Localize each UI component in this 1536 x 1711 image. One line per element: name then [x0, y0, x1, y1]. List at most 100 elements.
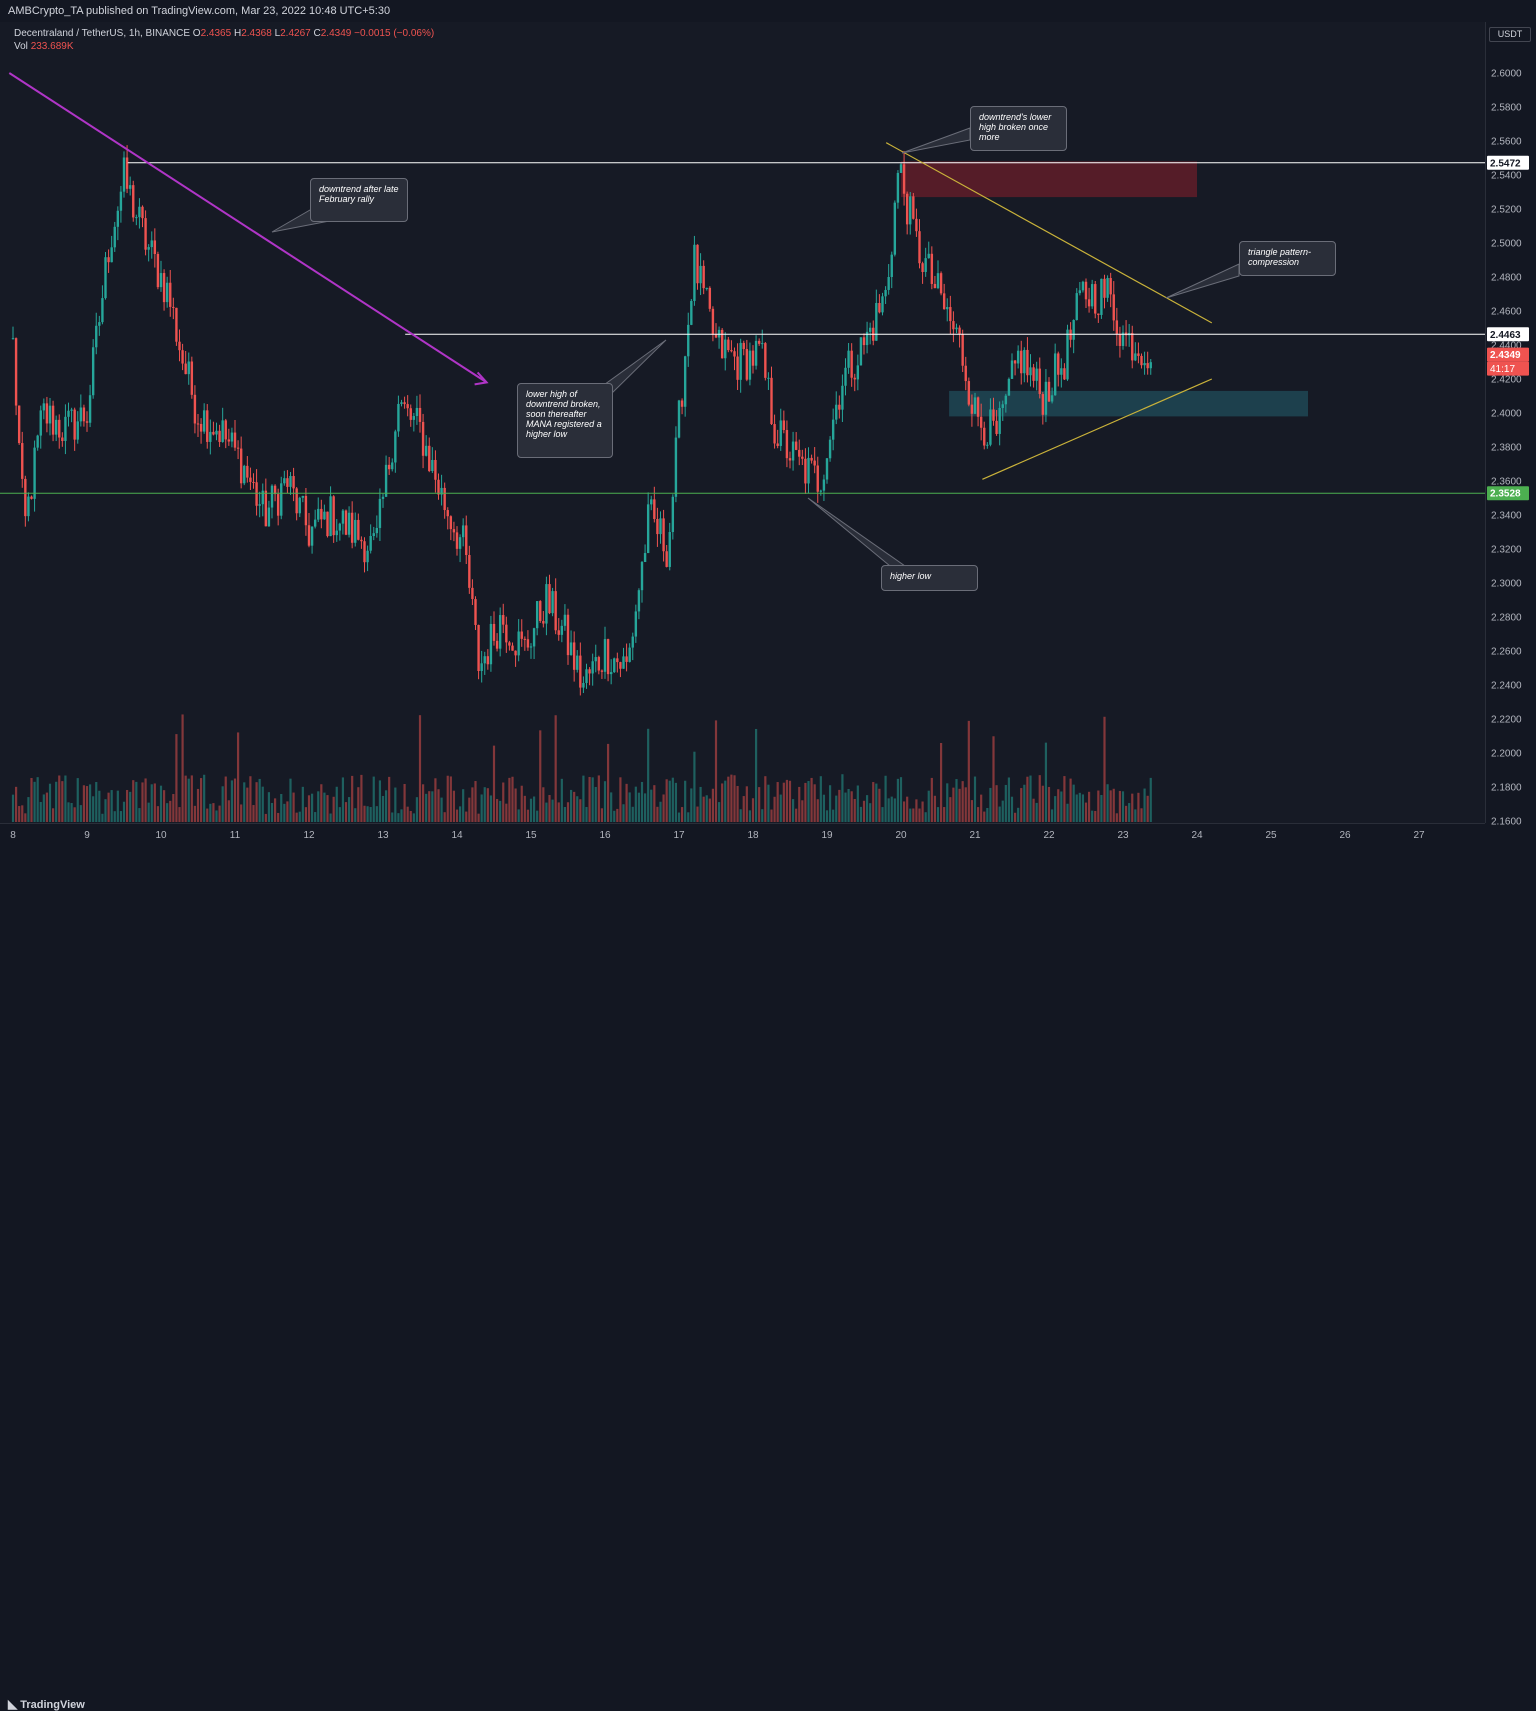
candle-body: [1044, 381, 1048, 415]
candle-body: [202, 410, 206, 432]
candle-body: [449, 516, 453, 530]
candle-body: [831, 419, 835, 440]
volume-bar: [804, 782, 807, 822]
candle-body: [989, 409, 992, 445]
candle-body: [936, 273, 940, 289]
volume-bar: [520, 785, 523, 822]
candle-body: [532, 628, 536, 647]
candle-body: [757, 340, 761, 344]
candle-body: [1032, 367, 1035, 381]
volume-legend[interactable]: Vol 233.689K: [14, 41, 74, 52]
candle-body: [973, 397, 977, 414]
candle-body: [437, 479, 440, 495]
volume-bar: [912, 808, 915, 822]
volume-bar: [184, 775, 187, 822]
price-label-mid: 2.4463: [1490, 330, 1521, 341]
open-label: O: [192, 28, 201, 39]
candle-body: [523, 638, 527, 640]
volume-bar: [764, 776, 767, 822]
price-tick-label: 2.4800: [1491, 273, 1522, 284]
volume-bar: [1050, 809, 1054, 822]
candle-body: [656, 518, 659, 535]
candle-body: [415, 407, 419, 417]
candle-body: [304, 495, 308, 526]
candle-body: [113, 226, 116, 248]
price-chart[interactable]: 2.6000 2.5800 2.5600 2.5400 2.5200 2.5000 2.48…: [0, 0, 1536, 873]
time-tick-label: 27: [1413, 830, 1425, 841]
volume-bar: [973, 776, 977, 822]
candle-body: [905, 193, 909, 225]
candle-body: [1100, 278, 1103, 315]
volume-bar: [289, 778, 292, 822]
price-label-support-bg: [1487, 486, 1529, 501]
candle-body: [468, 555, 471, 588]
volume-bar: [819, 776, 822, 822]
candle-body: [505, 624, 508, 643]
volume-bar: [55, 781, 58, 822]
candle-body: [125, 157, 129, 189]
volume-bar: [388, 776, 391, 822]
candle-body: [958, 327, 961, 334]
volume-bar: [1124, 805, 1128, 822]
candle-body: [616, 658, 619, 663]
currency-button[interactable]: USDT: [1489, 27, 1531, 42]
candle-body: [585, 669, 588, 683]
volume-bar: [363, 805, 366, 822]
volume-bar: [36, 777, 39, 822]
candle-body: [708, 287, 712, 309]
price-tick-label: 2.2400: [1491, 681, 1522, 692]
volume-bar: [1149, 777, 1152, 822]
callout-layer: [271, 127, 1240, 567]
candle-body: [412, 416, 416, 420]
candle-body: [862, 337, 866, 346]
candle-body: [711, 308, 715, 335]
volume-bar: [147, 802, 150, 822]
price-tick-label: 2.5800: [1491, 103, 1522, 114]
brand[interactable]: ◣ TradingView: [8, 1697, 85, 1711]
candle-body: [576, 655, 579, 670]
candle-body: [357, 519, 360, 540]
price-tick-label: 2.5400: [1491, 171, 1522, 182]
candle-body: [298, 497, 301, 514]
candle-body: [816, 465, 819, 492]
candle-body: [995, 420, 998, 434]
volume-bar: [486, 788, 489, 822]
candle-body: [557, 630, 560, 635]
volume-bar: [801, 800, 804, 822]
volume-bar: [579, 799, 582, 822]
symbol-legend[interactable]: Decentraland / TetherUS, 1h, BINANCE O2.…: [14, 28, 434, 39]
chart-area[interactable]: [0, 22, 1485, 823]
candle-body: [909, 196, 912, 225]
price-label-resistance-bg: [1487, 155, 1529, 170]
time-axis[interactable]: [0, 823, 1485, 846]
candle-body: [1131, 332, 1134, 361]
candle-body: [1013, 360, 1017, 364]
volume-bar: [687, 812, 690, 822]
candle-body: [150, 240, 153, 248]
volume-bar: [650, 789, 653, 822]
volume-bar: [865, 795, 869, 822]
candle-body: [98, 322, 101, 326]
volume-bar: [585, 806, 588, 822]
volume-bar: [409, 810, 412, 822]
candle-body: [465, 525, 468, 556]
candle-body: [1081, 281, 1085, 291]
candle-body: [794, 441, 798, 450]
volume-bar: [162, 790, 166, 822]
candle-body: [736, 356, 739, 380]
volume-bar: [107, 792, 110, 822]
candle-body: [184, 363, 187, 375]
candle-body: [45, 403, 49, 424]
volume-bar: [458, 806, 462, 822]
candle-body: [622, 656, 625, 669]
candle-body: [798, 449, 801, 457]
candle-body: [699, 265, 702, 284]
volume-bar: [511, 776, 514, 822]
low-label: L: [274, 28, 281, 39]
candle-body: [1103, 278, 1106, 298]
candle-body: [418, 407, 422, 422]
candle-body: [434, 459, 437, 480]
volume-bar: [613, 810, 616, 822]
price-axis[interactable]: [1485, 22, 1536, 823]
volume-bar: [474, 781, 477, 822]
